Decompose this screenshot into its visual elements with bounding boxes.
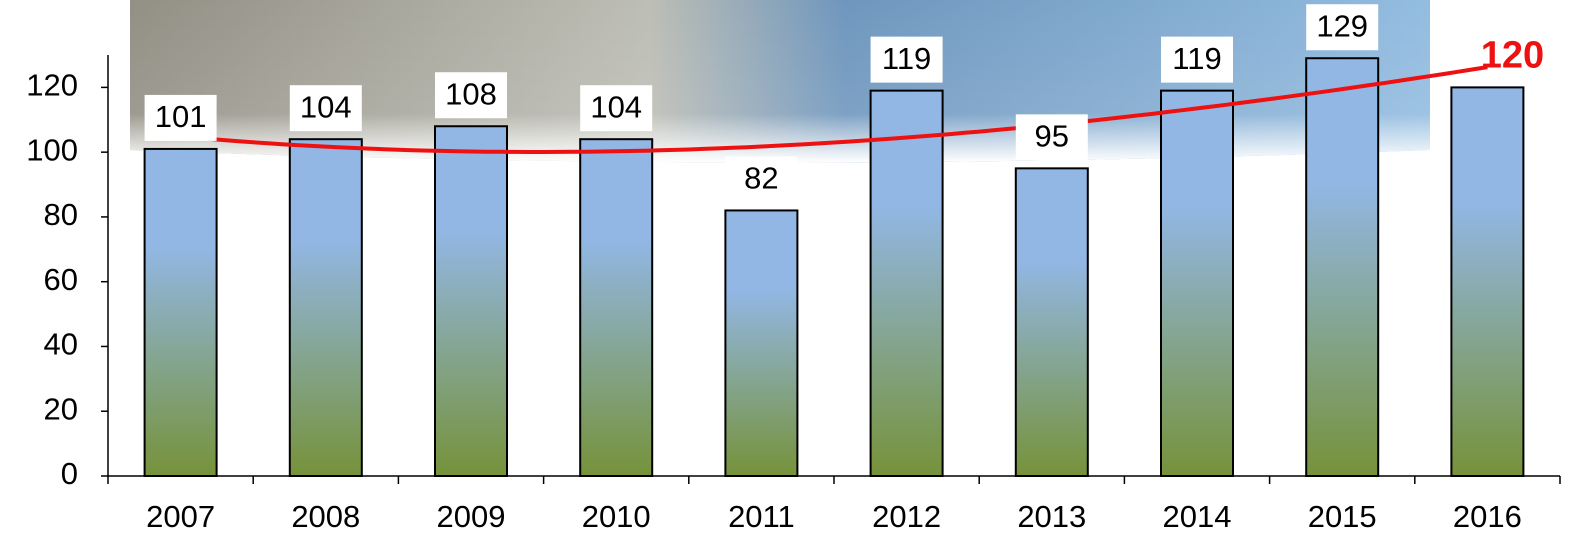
y-tick-label: 120 bbox=[26, 68, 78, 103]
value-label: 104 bbox=[590, 89, 642, 124]
value-label-box bbox=[1015, 114, 1088, 161]
value-label: 119 bbox=[1172, 41, 1221, 76]
bar bbox=[1014, 167, 1089, 477]
y-tick-label: 80 bbox=[44, 197, 78, 232]
x-tick-label: 2010 bbox=[582, 499, 651, 534]
value-label-box bbox=[1161, 36, 1233, 83]
y-tick-label: 0 bbox=[61, 456, 78, 491]
value-label-box bbox=[725, 156, 798, 203]
value-label: 95 bbox=[1035, 119, 1069, 154]
x-tick-label: 2011 bbox=[728, 499, 795, 534]
value-label-box bbox=[870, 36, 943, 83]
bar bbox=[434, 125, 508, 477]
bar bbox=[1305, 57, 1380, 477]
value-label: 82 bbox=[744, 161, 778, 196]
bar bbox=[1160, 89, 1234, 477]
x-tick-label: 2016 bbox=[1453, 499, 1522, 534]
value-label: 104 bbox=[300, 89, 352, 124]
y-tick-label: 100 bbox=[26, 132, 78, 167]
bar bbox=[1450, 86, 1525, 477]
x-tick-label: 2014 bbox=[1163, 499, 1232, 534]
value-label-box bbox=[435, 72, 507, 119]
trendline bbox=[180, 65, 1488, 154]
x-tick-label: 2007 bbox=[146, 499, 215, 534]
x-tick-label: 2009 bbox=[437, 499, 506, 534]
background-photo bbox=[130, 0, 1430, 163]
y-tick-label: 60 bbox=[44, 262, 78, 297]
y-tick-label: 20 bbox=[44, 391, 78, 426]
y-tick-label: 40 bbox=[44, 327, 78, 362]
value-label: 120 bbox=[1481, 34, 1544, 76]
value-label-box bbox=[144, 94, 217, 141]
bar bbox=[579, 138, 654, 477]
x-tick-label: 2015 bbox=[1308, 499, 1377, 534]
value-label-box bbox=[1306, 4, 1379, 51]
x-tick-label: 2008 bbox=[291, 499, 360, 534]
x-tick-label: 2012 bbox=[872, 499, 941, 534]
value-label-box bbox=[580, 85, 653, 132]
value-label: 108 bbox=[445, 76, 497, 111]
bar bbox=[724, 209, 799, 477]
value-label-box bbox=[289, 85, 362, 132]
bar bbox=[288, 138, 363, 477]
x-tick-label: 2013 bbox=[1017, 499, 1086, 534]
bar bbox=[143, 147, 218, 478]
bar bbox=[869, 89, 944, 477]
value-label: 101 bbox=[155, 99, 207, 134]
value-label: 119 bbox=[882, 41, 931, 76]
plot-area: 0 20 40 60 80 100 120 2007 2008 2009 2010 2011 2012 2… bbox=[26, 4, 1561, 534]
value-label: 129 bbox=[1316, 8, 1368, 43]
